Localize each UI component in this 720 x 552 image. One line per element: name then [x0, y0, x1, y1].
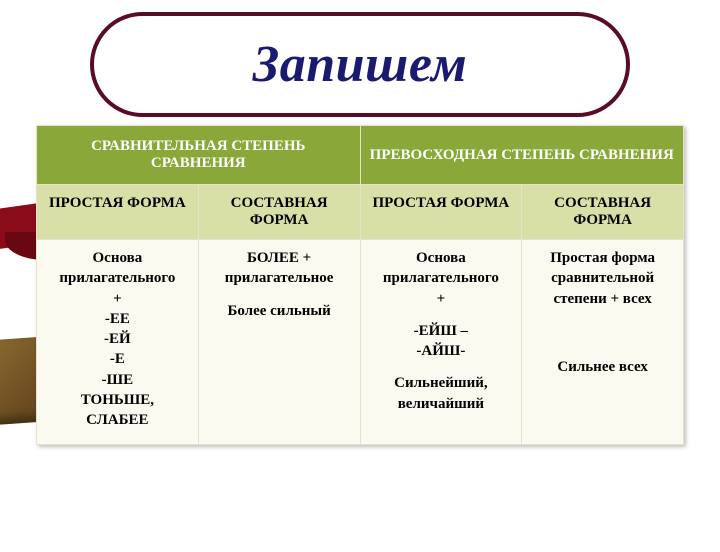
cell-c3: Основа прилагательного + -ЕЙШ – -АЙШ- Си…: [360, 240, 522, 445]
c3-l6: Сильнейший,: [394, 375, 487, 391]
c3-l1: Основа: [416, 250, 466, 266]
page-title: Запишем: [253, 35, 468, 94]
title-callout: Запишем: [90, 12, 630, 117]
c3-l4: -ЕЙШ –: [414, 323, 468, 339]
header-superlative: ПРЕВОСХОДНАЯ СТЕПЕНЬ СРАВНЕНИЯ: [360, 126, 684, 185]
table-header-row: СРАВНИТЕЛЬНАЯ СТЕПЕНЬ СРАВНЕНИЯ ПРЕВОСХО…: [37, 126, 684, 185]
c4-l4: Сильнее всех: [557, 359, 648, 375]
table-subheader-row: ПРОСТАЯ ФОРМА СОСТАВНАЯ ФОРМА ПРОСТАЯ ФО…: [37, 185, 684, 240]
c3-l5: -АЙШ-: [416, 343, 465, 359]
c4-l3: степени + всех: [553, 291, 651, 307]
subheader-c4: СОСТАВНАЯ ФОРМА: [522, 185, 684, 240]
comparison-table: СРАВНИТЕЛЬНАЯ СТЕПЕНЬ СРАВНЕНИЯ ПРЕВОСХО…: [36, 125, 684, 445]
cell-c4: Простая форма сравнительной степени + вс…: [522, 240, 684, 445]
c2-l1: БОЛЕЕ +: [247, 250, 311, 266]
c2-l2: прилагательное: [225, 270, 334, 286]
subheader-c1: ПРОСТАЯ ФОРМА: [37, 185, 199, 240]
c4-l1: Простая форма: [550, 250, 655, 266]
c1-l8: ТОНЬШЕ,: [81, 392, 154, 408]
subheader-c3: ПРОСТАЯ ФОРМА: [360, 185, 522, 240]
c1-l2: прилагательного: [59, 270, 175, 286]
c2-l3: Более сильный: [227, 303, 330, 319]
header-comparative: СРАВНИТЕЛЬНАЯ СТЕПЕНЬ СРАВНЕНИЯ: [37, 126, 361, 185]
c1-l9: СЛАБЕЕ: [86, 412, 148, 428]
c3-l2: прилагательного: [383, 270, 499, 286]
c3-l7: величайший: [398, 396, 484, 412]
cell-c2: БОЛЕЕ + прилагательное Более сильный: [198, 240, 360, 445]
c1-l3: +: [113, 291, 122, 307]
table-body-row: Основа прилагательного + -ЕЕ -ЕЙ -Е -ШЕ …: [37, 240, 684, 445]
subheader-c2: СОСТАВНАЯ ФОРМА: [198, 185, 360, 240]
c1-l6: -Е: [110, 351, 125, 367]
c1-l7: -ШЕ: [102, 372, 133, 388]
c1-l5: -ЕЙ: [104, 331, 131, 347]
c1-l4: -ЕЕ: [105, 311, 130, 327]
cell-c1: Основа прилагательного + -ЕЕ -ЕЙ -Е -ШЕ …: [37, 240, 199, 445]
c3-l3: +: [437, 291, 446, 307]
c1-l1: Основа: [93, 250, 143, 266]
c4-l2: сравнительной: [551, 270, 654, 286]
